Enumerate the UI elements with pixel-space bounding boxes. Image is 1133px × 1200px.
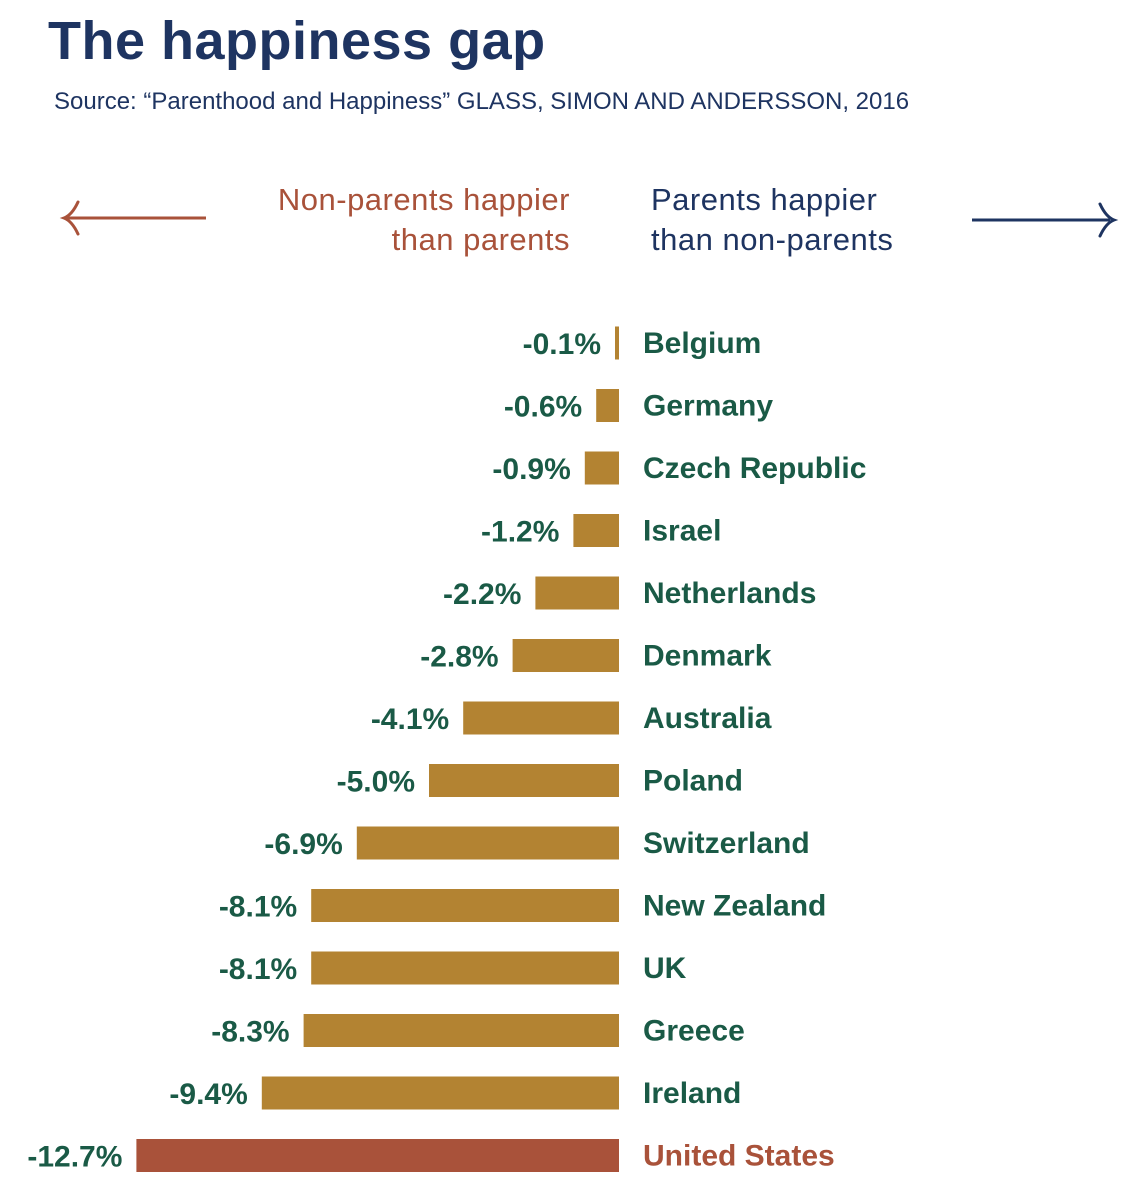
- legend-left-line1: Non-parents happier: [277, 182, 570, 217]
- legend-right-line2: than non-parents: [651, 222, 894, 257]
- category-label: Belgium: [643, 327, 761, 360]
- bar-germany: [596, 389, 619, 422]
- category-label: Switzerland: [643, 827, 810, 860]
- category-label: Netherlands: [643, 577, 816, 610]
- value-label: -8.1%: [219, 891, 297, 924]
- bar-switzerland: [356, 826, 619, 860]
- legend-parents: Parents happier than non-parents: [651, 180, 893, 260]
- value-label: -5.0%: [337, 766, 415, 799]
- bar-united-states: [136, 1139, 619, 1172]
- category-label: United States: [643, 1140, 835, 1173]
- bar-belgium: [615, 326, 619, 360]
- category-label: Ireland: [643, 1077, 741, 1110]
- chart-source: Source: “Parenthood and Happiness” GLASS…: [54, 88, 910, 115]
- value-label: -12.7%: [27, 1141, 122, 1174]
- category-label: Czech Republic: [643, 452, 866, 485]
- value-label: -8.3%: [211, 1016, 289, 1049]
- value-label: -8.1%: [219, 953, 297, 986]
- value-label: -6.9%: [264, 828, 342, 861]
- category-label: Israel: [643, 515, 721, 548]
- bar-poland: [429, 764, 619, 797]
- category-label: Poland: [643, 765, 743, 798]
- value-label: -4.1%: [371, 703, 449, 736]
- value-label: -2.8%: [420, 641, 498, 674]
- value-label: -0.6%: [504, 391, 582, 424]
- bar-denmark: [512, 639, 619, 672]
- value-label: -0.1%: [523, 328, 601, 361]
- arrow-right-icon: [972, 202, 1119, 238]
- value-label: -0.9%: [492, 453, 570, 486]
- bar-netherlands: [535, 576, 619, 610]
- category-label: Germany: [643, 390, 773, 423]
- legend-right-line1: Parents happier: [651, 182, 878, 217]
- category-label: UK: [643, 952, 687, 985]
- bar-australia: [463, 701, 619, 735]
- value-label: -9.4%: [169, 1078, 247, 1111]
- arrow-left-icon: [59, 200, 206, 236]
- chart-title: The happiness gap: [48, 11, 546, 71]
- legend-non-parents: Non-parents happier than parents: [278, 180, 570, 260]
- bar-israel: [573, 514, 619, 547]
- value-label: -2.2%: [443, 578, 521, 611]
- bar-greece: [303, 1014, 619, 1047]
- legend-left-line2: than parents: [391, 222, 570, 257]
- category-label: New Zealand: [643, 890, 826, 923]
- value-label: -1.2%: [481, 516, 559, 549]
- bar-ireland: [261, 1076, 619, 1110]
- bar-czech-republic: [584, 451, 619, 485]
- bar-uk: [311, 951, 619, 985]
- category-label: Australia: [643, 702, 772, 735]
- bar-new-zealand: [311, 889, 619, 922]
- category-label: Greece: [643, 1015, 745, 1048]
- category-label: Denmark: [643, 640, 772, 673]
